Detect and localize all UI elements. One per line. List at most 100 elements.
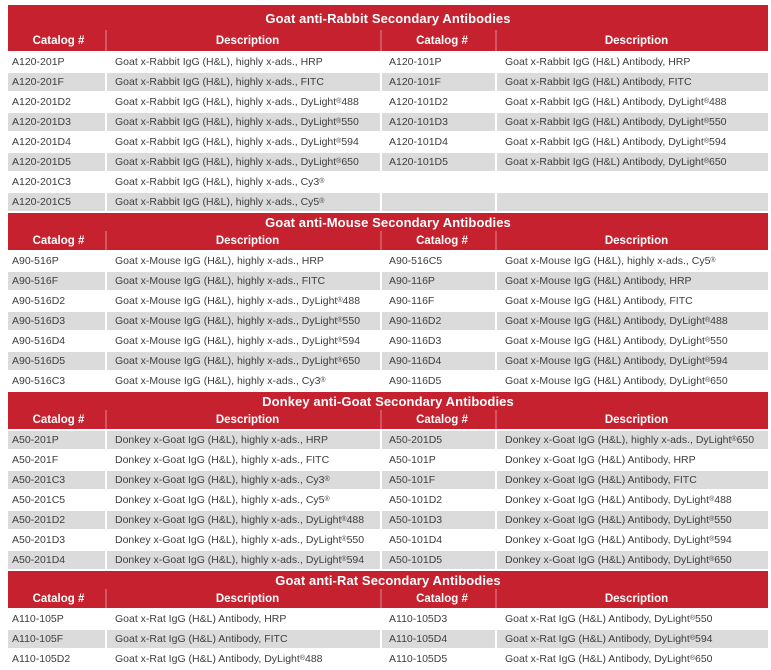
catalog-number-cell: A90-116D4 [382,352,495,370]
registered-trademark-symbol: ® [337,297,343,304]
catalog-number-cell: A50-201C3 [8,471,105,489]
description-cell: Donkey x-Goat IgG (H&L) Antibody, DyLigh… [497,531,768,549]
description-cell: Goat x-Rabbit IgG (H&L), highly x-ads., … [107,153,380,171]
registered-trademark-symbol: ® [703,118,709,125]
catalog-column-header: Catalog # [382,589,495,608]
description-cell: Goat x-Rabbit IgG (H&L), highly x-ads., … [107,113,380,131]
registered-trademark-symbol: ® [324,476,330,483]
registered-trademark-symbol: ® [709,536,715,543]
description-cell: Goat x-Mouse IgG (H&L) Antibody, HRP [497,272,768,290]
column-header-row: Catalog # Description Catalog # Description [8,589,768,608]
catalog-number-cell: A90-116D2 [382,312,495,330]
catalog-number-cell: A110-105D2 [8,650,105,668]
registered-trademark-symbol: ® [319,198,325,205]
catalog-column-header: Catalog # [8,410,105,429]
catalog-number-cell: A50-101P [382,451,495,469]
registered-trademark-symbol: ® [689,655,695,662]
table-row: A50-201D4 Donkey x-Goat IgG (H&L), highly… [8,551,768,569]
description-cell: Goat x-Rabbit IgG (H&L), highly x-ads., … [107,193,380,211]
table-row: A50-201C5 Donkey x-Goat IgG (H&L), highly… [8,491,768,509]
registered-trademark-symbol: ® [689,615,695,622]
section-title-bar: Donkey anti-Goat Secondary Antibodies [8,392,768,410]
registered-trademark-symbol: ® [704,317,711,324]
description-column-header: Description [107,30,380,51]
registered-trademark-symbol: ® [324,496,330,503]
catalog-number-cell: A50-101D3 [382,511,495,529]
description-cell: Donkey x-Goat IgG (H&L), highly x-ads., … [107,431,380,449]
catalog-number-cell: A120-101P [382,53,495,71]
catalog-column-header: Catalog # [382,231,495,250]
description-cell: Goat x-Rat IgG (H&L) Antibody, DyLight ® … [107,650,380,668]
description-cell: Goat x-Rabbit IgG (H&L), highly x-ads., … [107,93,380,111]
description-column-header: Description [497,30,768,51]
description-cell: Goat x-Mouse IgG (H&L) Antibody, DyLight… [497,372,768,390]
description-cell: Goat x-Mouse IgG (H&L) Antibody, DyLight… [497,312,768,330]
registered-trademark-symbol: ® [320,377,326,384]
catalog-number-cell: A50-101D4 [382,531,495,549]
catalog-number-cell: A90-516F [8,272,105,290]
catalog-number-cell: A120-201F [8,73,105,91]
description-cell: Donkey x-Goat IgG (H&L), highly x-ads., … [497,431,768,449]
description-cell: Goat x-Mouse IgG (H&L), highly x-ads., H… [107,252,380,270]
table-row: A120-201D2 Goat x-Rabbit IgG (H&L), highl… [8,93,768,111]
catalog-number-cell: A120-201D2 [8,93,105,111]
description-cell: Goat x-Mouse IgG (H&L), highly x-ads., D… [107,352,380,370]
description-cell [497,193,768,211]
table-row: A110-105F Goat x-Rat IgG (H&L) Antibody, … [8,630,768,648]
registered-trademark-symbol: ® [704,377,711,384]
column-header-row: Catalog # Description Catalog # Description [8,231,768,250]
description-cell: Goat x-Mouse IgG (H&L), highly x-ads., F… [107,272,380,290]
catalog-number-cell: A120-101D3 [382,113,495,131]
description-cell [497,173,768,191]
catalog-number-cell: A90-116D5 [382,372,495,390]
description-column-header: Description [107,589,380,608]
catalog-number-cell: A90-516P [8,252,105,270]
description-cell: Donkey x-Goat IgG (H&L) Antibody, HRP [497,451,768,469]
description-cell: Donkey x-Goat IgG (H&L), highly x-ads., … [107,551,380,569]
catalog-number-cell: A50-201D5 [382,431,495,449]
description-column-header: Description [497,589,768,608]
description-cell: Goat x-Rabbit IgG (H&L), highly x-ads., … [107,173,380,191]
catalog-number-cell: A90-116F [382,292,495,310]
description-cell: Donkey x-Goat IgG (H&L) Antibody, FITC [497,471,768,489]
table-row: A50-201F Donkey x-Goat IgG (H&L), highly … [8,451,768,469]
registered-trademark-symbol: ® [709,496,715,503]
catalog-table: Goat anti-Rabbit Secondary Antibodies Cat… [8,5,768,670]
table-row: A90-516D4 Goat x-Mouse IgG (H&L), highly … [8,332,768,350]
antibody-section: Goat anti-Mouse Secondary Antibodies Cata… [8,213,768,390]
catalog-number-cell: A90-516D4 [8,332,105,350]
table-row: A110-105D2 Goat x-Rat IgG (H&L) Antibody,… [8,650,768,668]
description-cell: Donkey x-Goat IgG (H&L), highly x-ads., … [107,471,380,489]
catalog-column-header: Catalog # [382,30,495,51]
registered-trademark-symbol: ® [731,436,737,443]
table-row: A90-516C3 Goat x-Mouse IgG (H&L), highly … [8,372,768,390]
registered-trademark-symbol: ® [710,257,716,264]
catalog-number-cell: A50-201D2 [8,511,105,529]
description-cell: Goat x-Rabbit IgG (H&L), highly x-ads., … [107,53,380,71]
description-column-header: Description [107,231,380,250]
table-row: A90-516P Goat x-Mouse IgG (H&L), highly x… [8,252,768,270]
description-cell: Goat x-Mouse IgG (H&L), highly x-ads., C… [107,372,380,390]
description-cell: Goat x-Mouse IgG (H&L), highly x-ads., C… [497,252,768,270]
catalog-number-cell: A120-201D3 [8,113,105,131]
catalog-number-cell: A120-201D4 [8,133,105,151]
catalog-number-cell: A90-516D3 [8,312,105,330]
registered-trademark-symbol: ® [341,536,347,543]
catalog-number-cell: A50-201D4 [8,551,105,569]
registered-trademark-symbol: ® [341,556,347,563]
catalog-number-cell: A90-516C3 [8,372,105,390]
catalog-number-cell: A120-201C3 [8,173,105,191]
description-cell: Goat x-Rabbit IgG (H&L) Antibody, DyLigh… [497,133,768,151]
description-cell: Donkey x-Goat IgG (H&L), highly x-ads., … [107,531,380,549]
registered-trademark-symbol: ® [337,357,343,364]
description-cell: Donkey x-Goat IgG (H&L), highly x-ads., … [107,491,380,509]
catalog-column-header: Catalog # [8,231,105,250]
catalog-number-cell: A110-105F [8,630,105,648]
catalog-number-cell: A120-101D5 [382,153,495,171]
table-row: A120-201D5 Goat x-Rabbit IgG (H&L), highl… [8,153,768,171]
catalog-number-cell: A110-105D4 [382,630,495,648]
description-cell: Goat x-Rat IgG (H&L) Antibody, FITC [107,630,380,648]
description-cell: Goat x-Rat IgG (H&L) Antibody, DyLight ® … [497,610,768,628]
catalog-number-cell: A90-116P [382,272,495,290]
catalog-number-cell [382,193,495,211]
